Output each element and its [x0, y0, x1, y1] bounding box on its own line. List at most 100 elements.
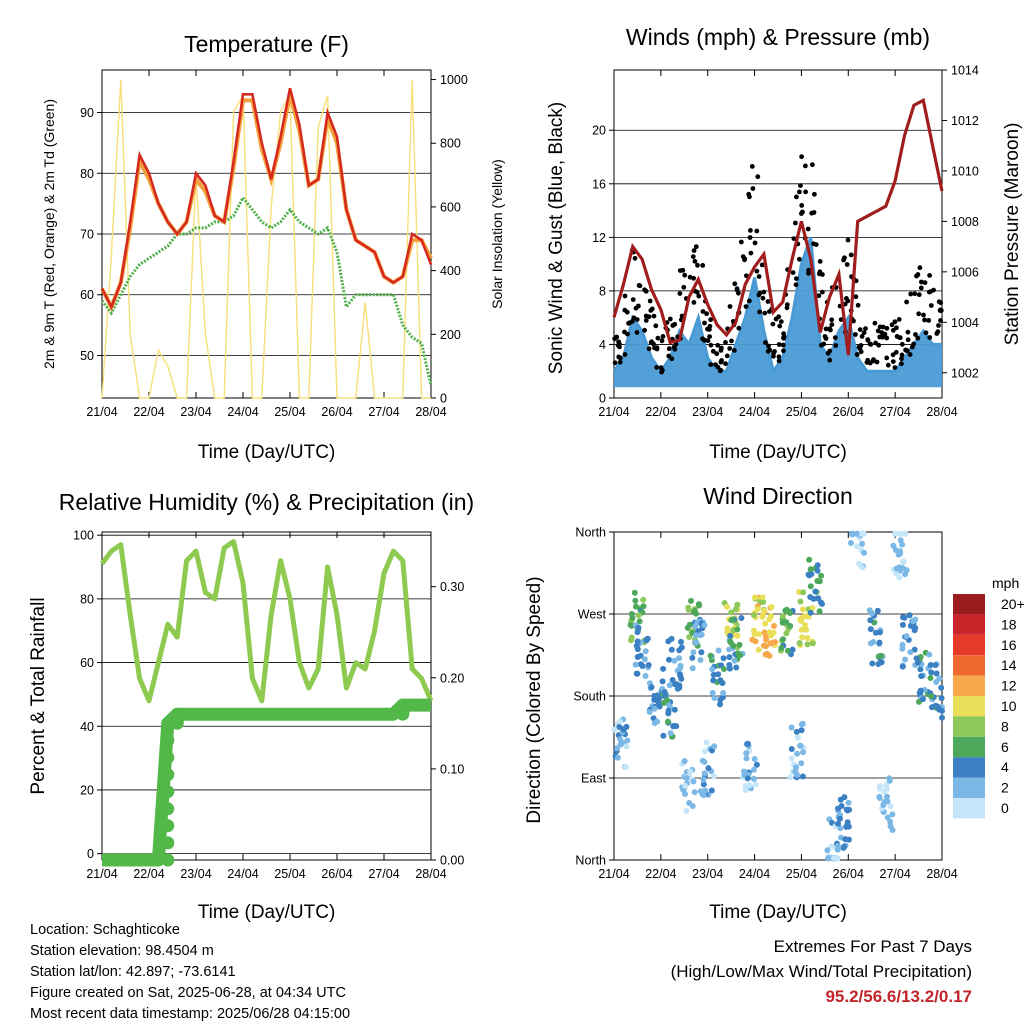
dewpoint-series-line	[100, 194, 433, 387]
dir-point-28-21	[928, 693, 935, 700]
dir-point-8-20	[701, 622, 708, 629]
gust-point-31-5	[905, 329, 911, 335]
dir-point-9-1	[703, 739, 710, 746]
p1-xtick-label-5: 26/04	[833, 405, 864, 419]
dir-point-17-9	[798, 760, 805, 767]
dir-point-28-11	[938, 695, 945, 702]
gust-point-15-2	[752, 240, 758, 246]
p2-ytick-right-label-0: 0.00	[440, 854, 464, 868]
gust-point-33-0	[927, 273, 932, 278]
dir-point-17-18	[798, 727, 805, 734]
gust-point-19-2	[794, 276, 799, 281]
legend-title: mph	[992, 575, 1019, 591]
dir-point-6-11	[683, 808, 690, 814]
dir-point-4-7	[660, 732, 667, 739]
gust-point-13-3	[736, 325, 742, 331]
p2-xtick-label-5: 26/04	[321, 867, 352, 881]
gust-point-30-9	[899, 341, 905, 347]
dir-point-4-13	[670, 723, 677, 730]
dir-point-16-15	[789, 646, 796, 653]
dir-point-22-2	[859, 540, 866, 547]
legend-swatch-10	[953, 798, 985, 819]
gust-point-5-0	[659, 338, 665, 344]
temp-chart-title: Temperature (F)	[184, 31, 349, 57]
dir-point-22-17	[860, 530, 867, 537]
dir-point-26-20	[907, 649, 914, 656]
dir-point-15-7	[767, 640, 774, 647]
dir-point-7-7	[686, 634, 693, 640]
gust-point-2-8	[630, 297, 636, 302]
legend-label-6: 8	[1001, 718, 1009, 734]
dir-point-26-14	[910, 618, 917, 625]
dir-point-1-18	[627, 621, 634, 628]
wind-series-line	[612, 236, 942, 375]
p2-ytick-label-3: 60	[80, 656, 94, 670]
temp9m-series-line	[100, 93, 433, 312]
latlon-text: Station lat/lon: 42.897; -73.6141	[30, 964, 236, 980]
dir-point-10-16	[707, 652, 714, 659]
gust-point-33-1	[922, 280, 928, 285]
location-text: Location: Schaghticoke	[30, 922, 180, 938]
gust-point-31-3	[907, 352, 913, 357]
dir-point-25-1	[890, 542, 897, 549]
dir-point-9-20	[705, 765, 712, 772]
p0-ytick-right-label-2: 400	[440, 264, 461, 278]
gust-point-28-8	[877, 324, 883, 330]
dir-point-12-12	[730, 642, 737, 649]
dir-point-1-9	[636, 618, 643, 625]
dir-point-24-3	[877, 783, 883, 790]
gust-point-8-0	[691, 300, 697, 305]
gust-point-5-5	[660, 334, 666, 339]
p1-xtick-label-2: 23/04	[692, 405, 723, 419]
p3-xtick-label-1: 22/04	[645, 867, 676, 881]
gust-point-19-9	[791, 236, 797, 242]
dir-point-12-21	[726, 665, 733, 672]
dir-point-10-1	[711, 695, 718, 701]
gust-point-5-9	[666, 353, 672, 359]
gust-point-8-3	[695, 262, 700, 268]
gust-point-17-8	[771, 353, 776, 359]
gust-point-29-5	[889, 322, 895, 328]
dir-point-12-15	[734, 626, 741, 633]
dir-point-18-21	[804, 635, 811, 642]
gust-point-34-5	[931, 287, 936, 293]
gust-point-0-5	[614, 334, 620, 340]
gust-point-27-7	[868, 342, 874, 347]
dir-point-14-19	[750, 612, 757, 618]
gust-point-32-9	[917, 265, 923, 271]
extremes-title: Extremes For Past 7 Days	[773, 937, 972, 956]
precip-series-line	[102, 698, 431, 867]
gust-point-20-5	[799, 203, 805, 208]
p1-ytick-right-label-4: 1010	[951, 164, 979, 178]
gust-point-22-2	[817, 259, 823, 264]
dir-point-10-2	[715, 647, 722, 654]
gust-point-15-0	[760, 295, 766, 301]
dir-point-0-18	[614, 745, 621, 752]
dir-point-9-18	[697, 788, 704, 795]
gust-point-25-1	[848, 252, 854, 258]
dir-point-12-14	[729, 616, 736, 623]
temp-ylabel: 2m & 9m T (Red, Orange) & 2m Td (Green)	[41, 99, 57, 369]
gust-point-11-0	[723, 340, 728, 345]
legend-label-4: 12	[1001, 678, 1017, 694]
dir-point-9-15	[708, 787, 715, 794]
dir-point-24-18	[884, 814, 891, 821]
gust-point-16-4	[767, 347, 773, 353]
p2-ytick-label-2: 40	[80, 720, 94, 734]
dir-point-19-14	[810, 595, 817, 602]
dir-point-13-20	[744, 740, 751, 747]
dir-point-27-20	[913, 655, 920, 662]
wind-ylabel: Sonic Wind & Gust (Blue, Black)	[546, 102, 567, 374]
gust-point-10-1	[708, 362, 714, 367]
p0-xtick-label-0: 21/04	[86, 405, 117, 419]
gust-point-14-3	[747, 235, 753, 240]
gust-point-10-2	[714, 351, 720, 357]
dir-point-23-13	[878, 659, 885, 666]
solar-series-line	[101, 79, 431, 399]
dir-point-25-21	[893, 565, 900, 572]
dir-point-7-18	[686, 621, 693, 628]
gust-point-30-1	[899, 356, 904, 362]
dir-point-17-13	[794, 771, 800, 778]
gust-point-2-6	[631, 315, 637, 321]
